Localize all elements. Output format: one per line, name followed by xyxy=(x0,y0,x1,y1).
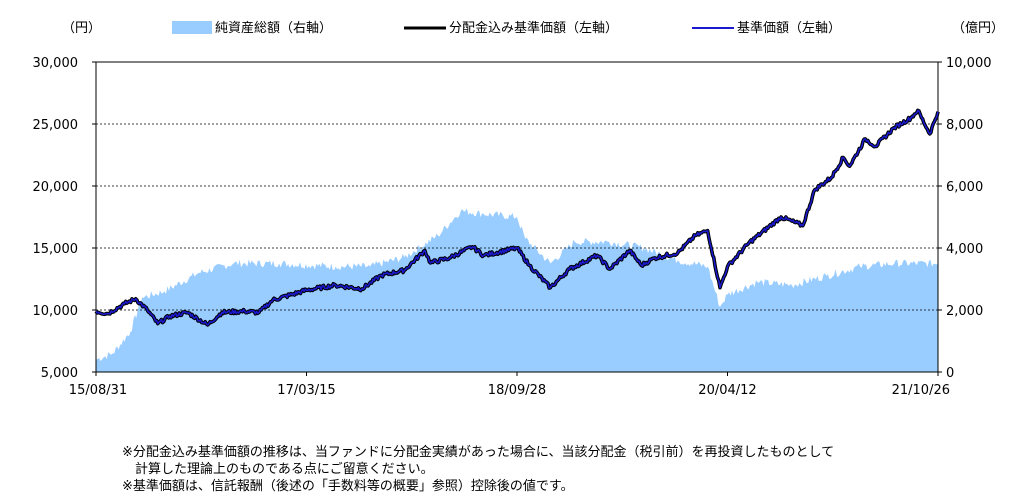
y-left-tick-label: 5,000 xyxy=(41,366,78,381)
legend-swatch-aum xyxy=(172,21,212,34)
footnote-1: ※分配金込み基準価額の推移は、当ファンドに分配金実績があった場合に、当該分配金（… xyxy=(122,445,835,460)
y-right-tick-label: 10,000 xyxy=(946,56,992,71)
nav-line xyxy=(95,109,939,326)
series-layer xyxy=(96,208,938,372)
aum-area xyxy=(96,208,938,372)
footnotes: ※分配金込み基準価額の推移は、当ファンドに分配金実績があった場合に、当該分配金（… xyxy=(122,444,1002,495)
y-left-tick-label: 25,000 xyxy=(33,118,79,133)
x-axis: 15/08/31 17/03/15 18/09/28 20/04/12 21/10/26 xyxy=(69,372,950,398)
x-tick-label: 18/09/28 xyxy=(488,383,546,398)
x-tick-label: 15/08/31 xyxy=(69,383,127,398)
right-axis-unit: （億円） xyxy=(952,20,1004,36)
y-right-tick-label: 6,000 xyxy=(946,180,983,195)
chart: 純資産総額（右軸） 分配金込み基準価額（左軸） 基準価額（左軸） （円） （億円… xyxy=(33,20,1005,398)
footnote-3: ※基準価額は、信託報酬（後述の「手数料等の概要」参照）控除後の値です。 xyxy=(122,479,574,494)
y-right-tick-label: 0 xyxy=(946,366,954,381)
y-left-tick-label: 10,000 xyxy=(33,304,79,319)
legend-label-aum: 純資産総額（右軸） xyxy=(215,20,332,36)
y-left-tick-label: 15,000 xyxy=(33,242,79,257)
y-left-tick-label: 30,000 xyxy=(33,56,79,71)
x-tick-label: 17/03/15 xyxy=(277,383,335,398)
y-left-tick-label: 20,000 xyxy=(33,180,79,195)
footnote-2: 計算した理論上のものである点にご留意ください。 xyxy=(122,462,434,477)
y-left-axis: 5,000 10,000 15,000 20,000 25,000 30,000 xyxy=(33,56,96,381)
line-series xyxy=(94,108,940,327)
y-right-axis: 0 2,000 4,000 6,000 8,000 10,000 xyxy=(938,56,992,381)
x-tick-label: 20/04/12 xyxy=(698,383,756,398)
y-right-tick-label: 8,000 xyxy=(946,118,983,133)
legend-label-nav: 基準価額（左軸） xyxy=(737,20,841,36)
x-tick-label: 21/10/26 xyxy=(892,383,950,398)
left-axis-unit: （円） xyxy=(62,21,101,36)
legend-label-nav-dist: 分配金込み基準価額（左軸） xyxy=(449,20,618,36)
y-right-tick-label: 2,000 xyxy=(946,304,983,319)
y-right-tick-label: 4,000 xyxy=(946,242,983,257)
legend: 純資産総額（右軸） 分配金込み基準価額（左軸） 基準価額（左軸） xyxy=(172,20,841,36)
